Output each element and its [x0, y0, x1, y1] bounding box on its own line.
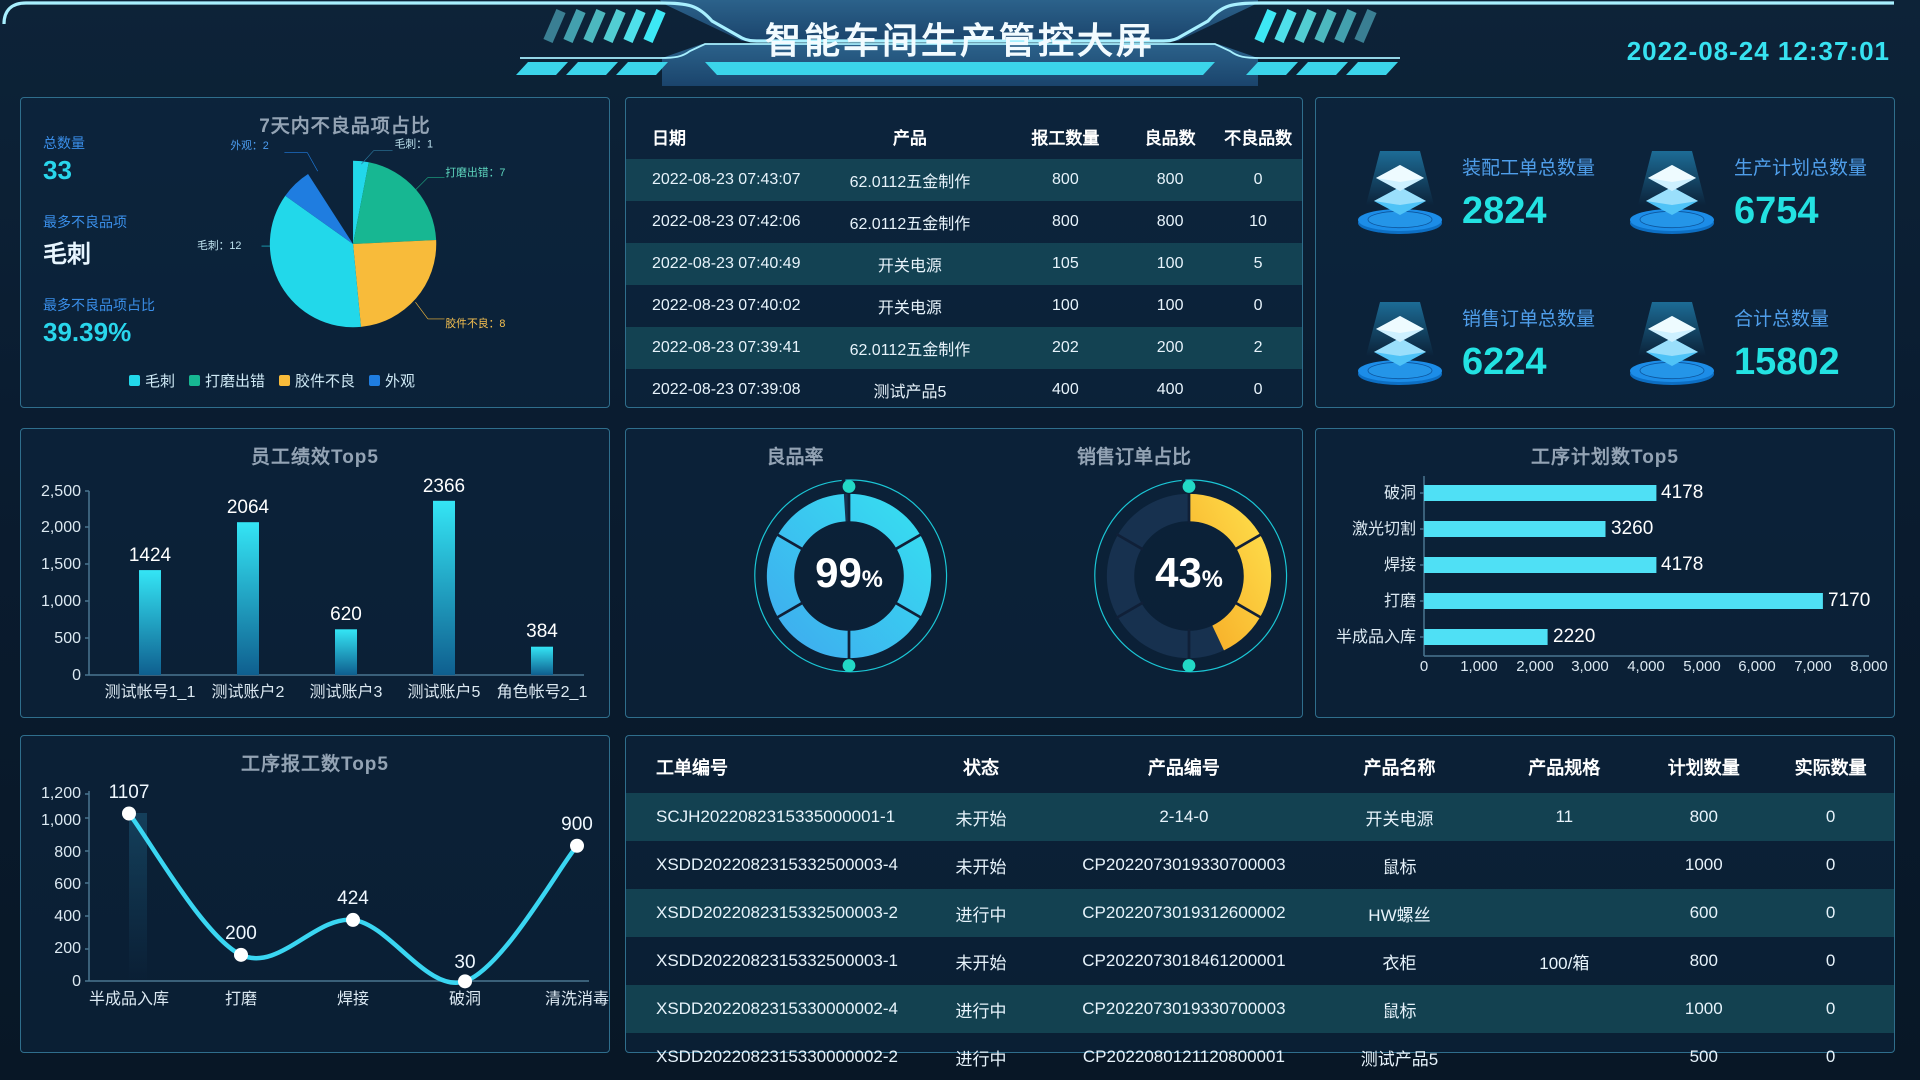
svg-text:7170: 7170	[1828, 590, 1870, 611]
svg-text:600: 600	[54, 876, 81, 893]
svg-text:3260: 3260	[1611, 518, 1653, 539]
svg-text:激光切割: 激光切割	[1352, 520, 1416, 538]
svg-text:测试帐号1_1: 测试帐号1_1	[105, 683, 196, 701]
svg-text:30: 30	[454, 952, 475, 973]
svg-text:43%: 43%	[1155, 549, 1223, 596]
svg-text:2,500: 2,500	[41, 483, 81, 500]
svg-text:打磨: 打磨	[225, 990, 257, 1008]
svg-text:测试账户2: 测试账户2	[212, 683, 285, 701]
svg-text:半成品入库: 半成品入库	[89, 990, 169, 1008]
svg-text:384: 384	[526, 621, 558, 642]
svg-text:99%: 99%	[815, 549, 883, 596]
svg-text:半成品入库: 半成品入库	[1336, 628, 1416, 646]
svg-text:7,000: 7,000	[1794, 658, 1832, 675]
svg-text:2,000: 2,000	[41, 519, 81, 536]
svg-text:900: 900	[561, 814, 593, 835]
svg-text:角色帐号2_1: 角色帐号2_1	[497, 683, 588, 701]
svg-text:8,000: 8,000	[1850, 658, 1888, 675]
svg-text:2220: 2220	[1553, 626, 1595, 647]
svg-text:0: 0	[72, 973, 81, 990]
svg-text:4,000: 4,000	[1627, 658, 1665, 675]
svg-text:毛刺：12: 毛刺：12	[197, 239, 241, 252]
svg-text:打磨: 打磨	[1384, 592, 1416, 610]
svg-text:4178: 4178	[1661, 482, 1703, 503]
svg-text:1,000: 1,000	[41, 812, 81, 829]
svg-text:3,000: 3,000	[1571, 658, 1609, 675]
svg-text:6,000: 6,000	[1738, 658, 1776, 675]
svg-text:1,000: 1,000	[1460, 658, 1498, 675]
svg-text:清洗消毒: 清洗消毒	[545, 990, 609, 1008]
svg-text:外观：2: 外观：2	[230, 139, 268, 152]
svg-text:0: 0	[1420, 658, 1428, 675]
svg-text:焊接: 焊接	[337, 990, 369, 1008]
svg-text:500: 500	[54, 630, 81, 647]
svg-text:1107: 1107	[109, 782, 150, 803]
svg-text:5,000: 5,000	[1683, 658, 1721, 675]
svg-text:胶件不良：8: 胶件不良：8	[445, 316, 505, 330]
svg-text:4178: 4178	[1661, 554, 1703, 575]
svg-text:200: 200	[225, 923, 257, 944]
svg-text:800: 800	[54, 844, 81, 861]
svg-text:1,500: 1,500	[41, 556, 81, 573]
svg-text:200: 200	[54, 940, 81, 957]
svg-text:毛刺：1: 毛刺：1	[395, 137, 433, 150]
svg-text:1,000: 1,000	[41, 593, 81, 610]
svg-text:测试账户5: 测试账户5	[408, 683, 481, 701]
svg-text:2064: 2064	[227, 497, 270, 518]
svg-text:焊接: 焊接	[1384, 556, 1416, 574]
svg-text:破洞: 破洞	[1384, 484, 1416, 502]
svg-text:测试账户3: 测试账户3	[310, 683, 383, 701]
svg-text:打磨出错：7: 打磨出错：7	[445, 165, 505, 179]
svg-text:破洞: 破洞	[449, 990, 481, 1008]
svg-text:1,200: 1,200	[41, 785, 81, 802]
svg-text:2366: 2366	[423, 476, 465, 497]
svg-text:620: 620	[330, 604, 362, 625]
svg-text:0: 0	[72, 667, 81, 684]
svg-text:2,000: 2,000	[1516, 658, 1554, 675]
svg-text:1424: 1424	[129, 545, 172, 566]
svg-text:400: 400	[54, 908, 81, 925]
svg-text:424: 424	[337, 888, 369, 909]
